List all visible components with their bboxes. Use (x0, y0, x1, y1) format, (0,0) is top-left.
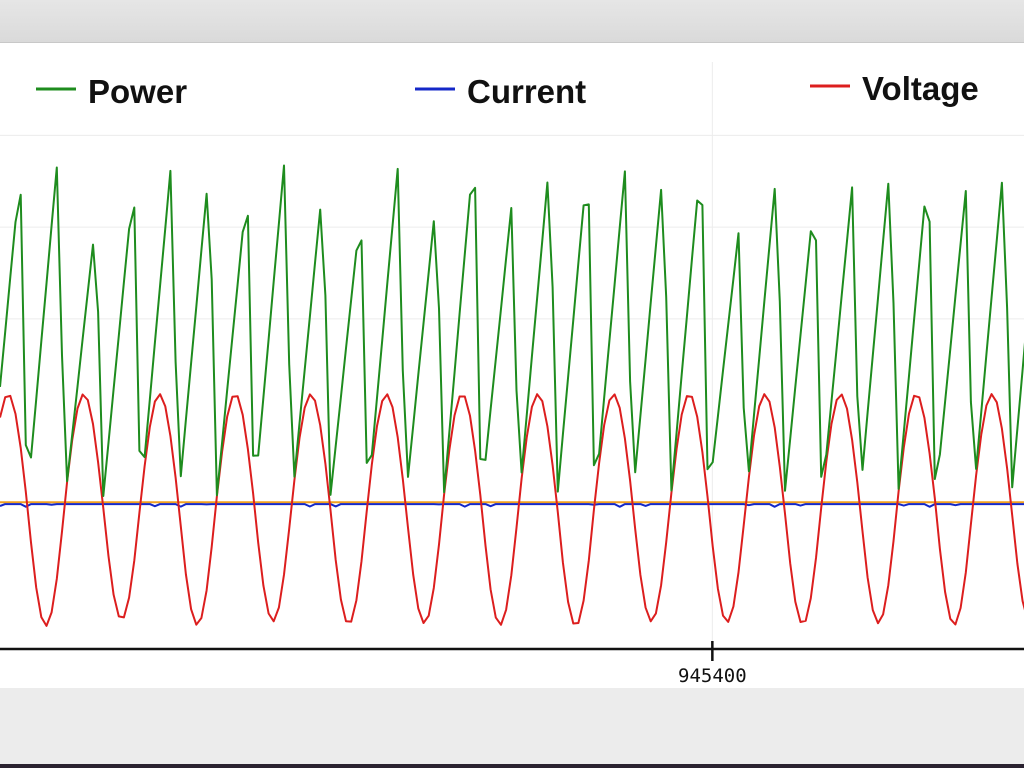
plot-panel (0, 43, 1024, 688)
legend: Power Current Voltage (36, 70, 979, 110)
window-bottom-band (0, 688, 1024, 768)
legend-label-current: Current (467, 73, 586, 110)
window-top-band (0, 0, 1024, 43)
series-layer (0, 164, 1024, 627)
series-line-power (0, 164, 1024, 497)
x-tick-label-0: 945400 (678, 665, 747, 687)
x-ticks: 945400 (678, 641, 747, 687)
legend-label-power: Power (88, 73, 187, 110)
legend-label-voltage: Voltage (862, 70, 979, 107)
series-line-voltage (0, 393, 1024, 627)
series-line-current (0, 503, 1024, 508)
window-bottom-edge (0, 764, 1024, 768)
